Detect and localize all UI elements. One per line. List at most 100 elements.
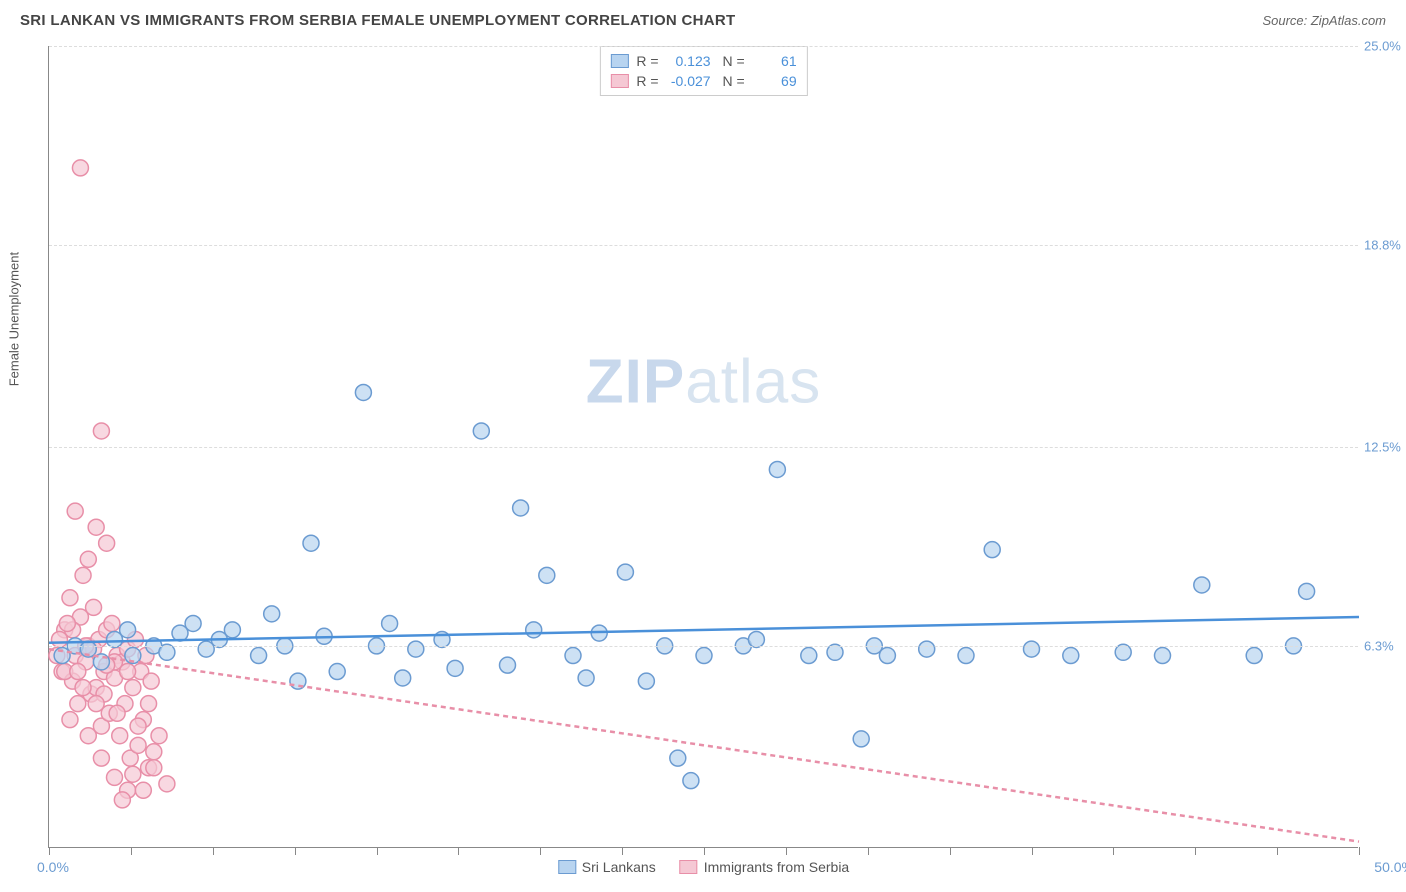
data-point (447, 660, 463, 676)
data-point (303, 535, 319, 551)
y-tick-label: 25.0% (1364, 39, 1406, 54)
trend-line (49, 617, 1359, 643)
data-point (683, 773, 699, 789)
data-point (617, 564, 633, 580)
r-label: R = (636, 73, 658, 89)
data-point (565, 648, 581, 664)
n-label: N = (719, 73, 745, 89)
data-point (1063, 648, 1079, 664)
data-point (109, 705, 125, 721)
x-tick (868, 847, 869, 855)
data-point (114, 792, 130, 808)
data-point (88, 696, 104, 712)
data-point (382, 615, 398, 631)
data-point (696, 648, 712, 664)
data-point (67, 503, 83, 519)
r-value-sri-lankans: 0.123 (667, 53, 711, 69)
data-point (473, 423, 489, 439)
data-point (130, 737, 146, 753)
data-point (801, 648, 817, 664)
data-point (80, 728, 96, 744)
x-tick (458, 847, 459, 855)
x-tick (1113, 847, 1114, 855)
n-value-sri-lankans: 61 (753, 53, 797, 69)
data-point (107, 769, 123, 785)
data-point (159, 776, 175, 792)
data-point (251, 648, 267, 664)
data-point (513, 500, 529, 516)
data-point (135, 782, 151, 798)
data-point (141, 696, 157, 712)
swatch-serbia (680, 860, 698, 874)
y-axis-label: Female Unemployment (7, 252, 22, 386)
x-tick (1359, 847, 1360, 855)
data-point (958, 648, 974, 664)
legend-label-serbia: Immigrants from Serbia (704, 859, 849, 875)
data-point (146, 760, 162, 776)
x-tick (1195, 847, 1196, 855)
data-point (112, 728, 128, 744)
data-point (1246, 648, 1262, 664)
chart-title: SRI LANKAN VS IMMIGRANTS FROM SERBIA FEM… (20, 12, 736, 29)
x-min-label: 0.0% (37, 859, 69, 875)
x-tick (49, 847, 50, 855)
legend-label-sri-lankans: Sri Lankans (582, 859, 656, 875)
data-point (1024, 641, 1040, 657)
y-tick-label: 12.5% (1364, 440, 1406, 455)
x-tick (622, 847, 623, 855)
data-point (578, 670, 594, 686)
data-point (80, 551, 96, 567)
x-tick (1032, 847, 1033, 855)
x-tick (1277, 847, 1278, 855)
data-point (526, 622, 542, 638)
x-tick (950, 847, 951, 855)
data-point (539, 567, 555, 583)
data-point (62, 590, 78, 606)
series-legend: Sri Lankans Immigrants from Serbia (558, 859, 849, 875)
x-tick (704, 847, 705, 855)
x-tick (131, 847, 132, 855)
gridline (49, 646, 1358, 647)
data-point (120, 664, 136, 680)
y-tick-label: 6.3% (1364, 638, 1406, 653)
data-point (120, 622, 136, 638)
x-tick (213, 847, 214, 855)
data-point (143, 673, 159, 689)
data-point (1155, 648, 1171, 664)
y-tick-label: 18.8% (1364, 237, 1406, 252)
source-label: Source: ZipAtlas.com (1262, 13, 1386, 28)
legend-item-serbia: Immigrants from Serbia (680, 859, 849, 875)
n-label: N = (719, 53, 745, 69)
data-point (185, 615, 201, 631)
stats-legend: R = 0.123 N = 61 R = -0.027 N = 69 (599, 46, 807, 96)
data-point (769, 461, 785, 477)
data-point (264, 606, 280, 622)
x-tick (540, 847, 541, 855)
swatch-sri-lankans (610, 54, 628, 68)
data-point (59, 615, 75, 631)
data-point (329, 664, 345, 680)
n-value-serbia: 69 (753, 73, 797, 89)
data-point (62, 712, 78, 728)
data-point (395, 670, 411, 686)
gridline (49, 245, 1358, 246)
stats-row-serbia: R = -0.027 N = 69 (610, 73, 796, 89)
data-point (125, 766, 141, 782)
data-point (104, 615, 120, 631)
gridline (49, 46, 1358, 47)
legend-item-sri-lankans: Sri Lankans (558, 859, 656, 875)
data-point (75, 680, 91, 696)
data-point (224, 622, 240, 638)
x-tick (786, 847, 787, 855)
data-point (88, 519, 104, 535)
data-point (151, 728, 167, 744)
data-point (146, 744, 162, 760)
data-point (670, 750, 686, 766)
data-point (70, 664, 86, 680)
data-point (638, 673, 654, 689)
chart-area: ZIPatlas R = 0.123 N = 61 R = -0.027 N =… (48, 46, 1358, 848)
data-point (500, 657, 516, 673)
data-point (72, 160, 88, 176)
x-max-label: 50.0% (1374, 859, 1406, 875)
data-point (99, 535, 115, 551)
